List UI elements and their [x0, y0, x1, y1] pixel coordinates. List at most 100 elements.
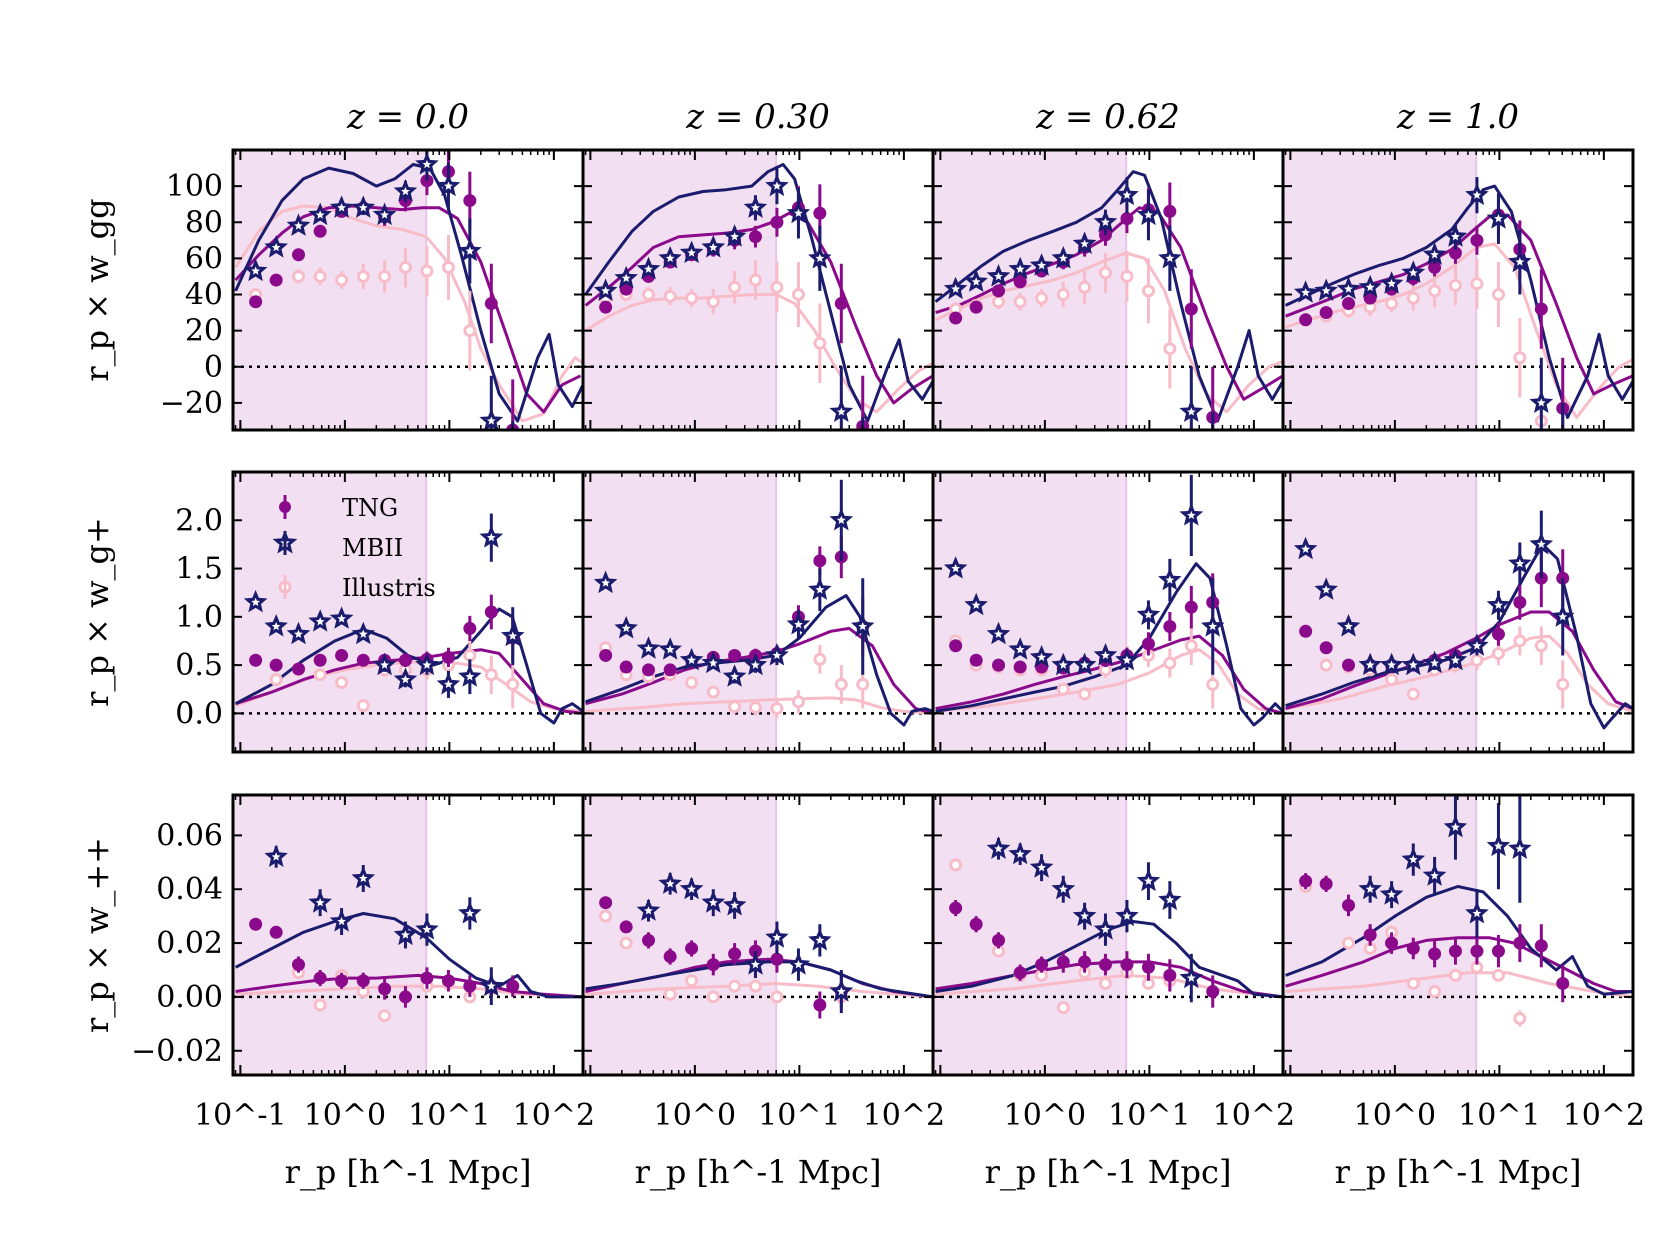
illustris-point [1428, 985, 1442, 999]
mbii-point [1093, 209, 1118, 233]
mbii-point [1550, 604, 1575, 627]
mbii-point [1051, 652, 1076, 676]
tng-point [992, 658, 1006, 672]
tng-point [1120, 958, 1134, 972]
x-tick-label: 10^2 [1563, 1098, 1645, 1133]
tng-model-line [235, 648, 583, 715]
mbii-point [593, 570, 618, 594]
panel-content [934, 170, 1283, 430]
mbii-model-line [934, 170, 1283, 423]
shaded-region [233, 472, 427, 752]
tng-point [1163, 968, 1177, 982]
illustris-point [770, 280, 784, 294]
mbii-point [829, 399, 854, 423]
illustris-point [313, 668, 327, 682]
tng-point [1319, 306, 1333, 320]
mbii-model-line [234, 163, 583, 423]
mbii-point [1422, 650, 1447, 674]
illustris-point [486, 443, 496, 453]
illustris-point [663, 987, 677, 1001]
column-title: z = 1.0 [1396, 97, 1519, 137]
mbii-point [1401, 847, 1426, 870]
illustris-point [1470, 653, 1484, 667]
tng-point [269, 658, 283, 672]
mbii-point [943, 276, 968, 300]
mbii-point [614, 265, 638, 289]
illustris-point [1470, 277, 1484, 291]
mbii-point [636, 636, 661, 659]
mbii-point [1379, 882, 1404, 905]
mbii-point [1093, 642, 1118, 666]
y-tick-label: 100 [166, 169, 223, 204]
illustris-point [836, 443, 846, 453]
illustris-point [813, 336, 827, 350]
mbii-point [1008, 841, 1032, 865]
mbii-point [415, 917, 439, 940]
tng-point [813, 206, 827, 220]
tng-point [313, 971, 327, 985]
mbii-point [1136, 868, 1161, 892]
shaded-region [1283, 472, 1477, 752]
x-axis-label: r_p [h^-1 Mpc] [635, 1153, 882, 1191]
illustris-point [1513, 351, 1527, 365]
tng-point [706, 958, 720, 972]
tng-point [378, 982, 392, 996]
mbii-point [286, 621, 311, 645]
tng-point [335, 974, 349, 988]
mbii-point [1314, 278, 1338, 302]
mbii-point [1158, 245, 1182, 269]
tng-point [249, 653, 263, 667]
mbii-point [1293, 280, 1318, 303]
panel [931, 148, 1285, 432]
column-titles: z = 0.0 z = 0.30 z = 0.62 z = 1.0 [346, 97, 1519, 137]
x-tick-label: 10^1 [1458, 1098, 1540, 1133]
tng-point [642, 933, 656, 947]
mbii-point [986, 621, 1011, 645]
illustris-point [313, 998, 327, 1012]
tng-point [484, 297, 498, 311]
illustris-point [748, 273, 762, 287]
mbii-point [1422, 242, 1447, 265]
mbii-point [658, 871, 682, 894]
x-tick-label: 10^0 [654, 1098, 736, 1133]
tng-point [441, 974, 455, 988]
row-y-label: r_p × w_gg [78, 198, 116, 381]
mbii-point [1293, 536, 1318, 560]
mbii-point [679, 240, 704, 263]
mbii-point [1314, 577, 1338, 600]
tng-point [599, 648, 613, 662]
mbii-point [1008, 256, 1032, 280]
tng-point [1056, 955, 1070, 969]
mbii-point [851, 614, 875, 637]
illustris-point [728, 979, 742, 993]
mbii-point [1072, 231, 1097, 255]
panel: 0.0 0.5 1.0 1.5 2.0 [175, 470, 585, 754]
x-tick-label: 10^0 [1004, 1098, 1086, 1133]
mbii-point [1443, 224, 1468, 247]
panel [1281, 148, 1635, 432]
x-tick-label: 10^1 [758, 1098, 840, 1133]
illustris-point [1035, 291, 1049, 305]
panel-content [1284, 177, 1633, 430]
illustris-point [1141, 284, 1155, 298]
mbii-point [765, 642, 789, 666]
mbii-point [393, 179, 418, 202]
mbii-point [1401, 652, 1426, 676]
tng-point [292, 958, 306, 972]
illustris-point [1513, 1011, 1527, 1025]
tng-point [1513, 936, 1527, 950]
tng-point [619, 920, 633, 934]
tng-point [1406, 941, 1420, 955]
tng-point [1206, 985, 1220, 999]
illustris-point [378, 1009, 392, 1023]
mbii-point [415, 152, 439, 175]
tng-point [1078, 955, 1092, 969]
mbii-point [458, 238, 482, 262]
mbii-point [479, 408, 504, 430]
tng-model-line [1285, 936, 1633, 993]
mbii-point [436, 671, 461, 695]
mbii-point [458, 901, 482, 924]
mbii-model-line [585, 960, 933, 999]
mbii-point [351, 621, 376, 645]
mbii-point [808, 245, 832, 269]
